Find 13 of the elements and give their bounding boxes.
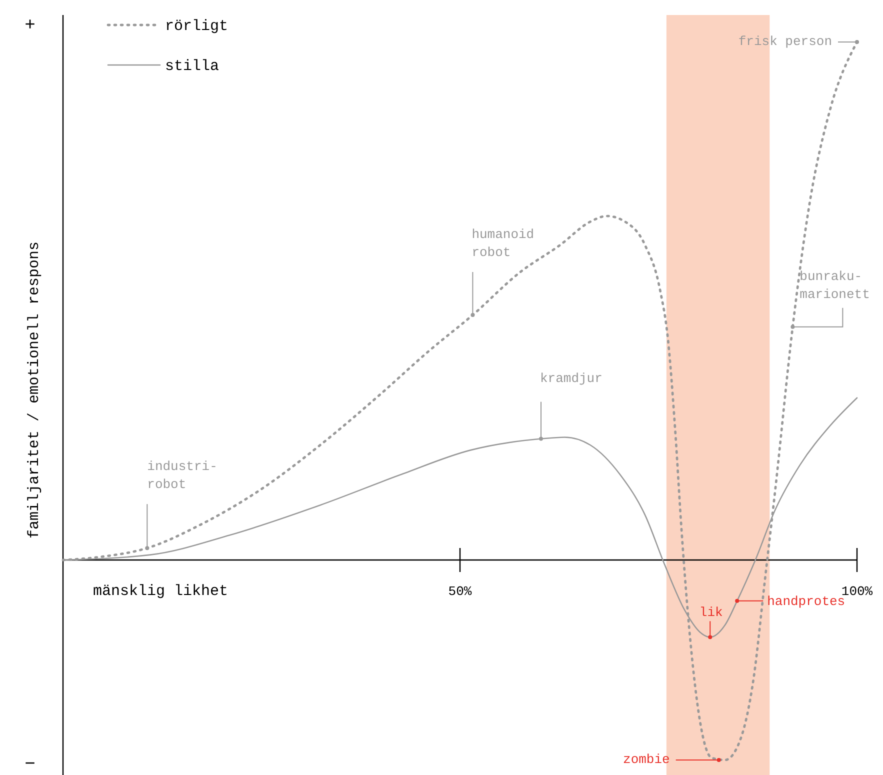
legend-label: rörligt (165, 18, 228, 35)
annotation: lik (699, 605, 724, 620)
x-tick-label: 50% (448, 584, 472, 599)
annotation: industri- robot (147, 459, 218, 492)
y-axis-title: familjaritet / emotionell respons (26, 241, 43, 539)
text: − (24, 755, 36, 775)
legend-label: stilla (165, 58, 220, 75)
annotation: humanoid robot (472, 226, 534, 260)
annotation: kramdjur (540, 370, 602, 386)
annotation: bunraku- marionett (800, 268, 870, 302)
text: + (24, 16, 36, 36)
annotation: zombie (623, 752, 670, 767)
x-axis-title: mänsklig likhet (93, 583, 228, 600)
